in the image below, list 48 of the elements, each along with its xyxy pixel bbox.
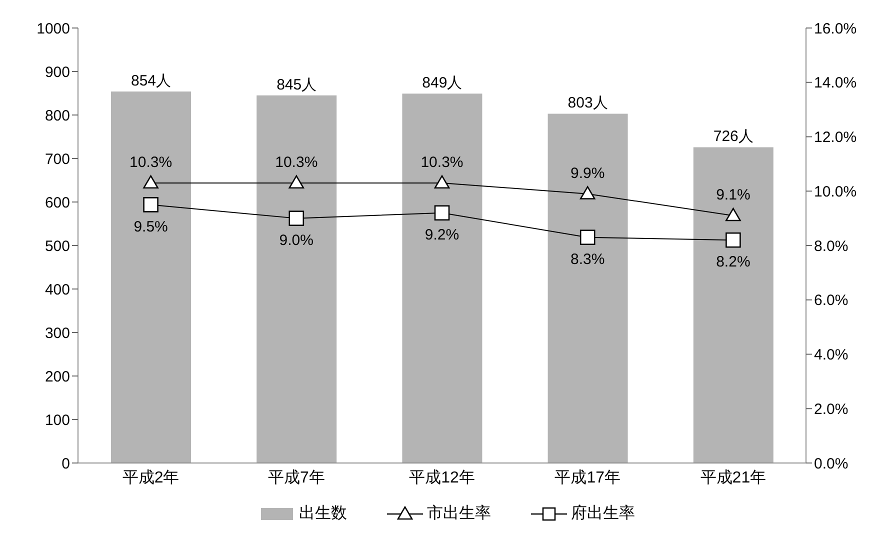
y-tick-label: 300 xyxy=(44,324,70,342)
data-label: 854人 xyxy=(130,72,172,90)
y2-tick-label: 6.0% xyxy=(814,292,848,310)
y-tick-label: 600 xyxy=(44,194,70,212)
y2-tick-label: 16.0% xyxy=(814,20,857,38)
y-tick-label: 1000 xyxy=(36,20,70,38)
data-label: 10.3% xyxy=(420,154,464,171)
data-label: 10.3% xyxy=(130,154,172,171)
data-label: 9.9% xyxy=(570,164,605,182)
data-label: 9.5% xyxy=(134,218,168,236)
legend-label: 出生数 xyxy=(299,504,347,524)
y-tick-label: 800 xyxy=(44,107,70,124)
x-tick-label: 平成21年 xyxy=(700,468,766,486)
bar xyxy=(548,114,628,463)
y2-tick-label: 4.0% xyxy=(814,346,848,364)
x-tick-label: 平成17年 xyxy=(554,468,620,486)
data-label: 9.1% xyxy=(716,186,750,204)
x-tick-label: 平成2年 xyxy=(122,468,180,486)
x-tick-label: 平成7年 xyxy=(268,468,325,486)
legend-label: 市出生率 xyxy=(427,504,491,524)
y2-tick-label: 14.0% xyxy=(814,74,857,92)
y-tick-label: 0 xyxy=(62,455,70,472)
x-tick-label: 平成12年 xyxy=(409,468,475,486)
y-tick-label: 900 xyxy=(44,64,70,81)
y-tick-label: 700 xyxy=(44,150,70,168)
legend-label: 府出生率 xyxy=(571,504,635,524)
bar xyxy=(693,147,774,463)
y2-tick-label: 12.0% xyxy=(814,129,857,146)
bar xyxy=(111,92,191,463)
y2-tick-label: 0.0% xyxy=(814,455,848,472)
bar xyxy=(256,95,337,463)
bar xyxy=(402,94,482,463)
y-tick-label: 400 xyxy=(44,281,70,298)
data-label: 9.2% xyxy=(424,226,460,244)
y-tick-label: 100 xyxy=(44,412,70,429)
data-label: 845人 xyxy=(276,76,317,94)
y2-tick-label: 2.0% xyxy=(814,400,848,418)
data-label: 726人 xyxy=(713,128,754,146)
y-tick-label: 500 xyxy=(44,238,70,255)
y-tick-label: 200 xyxy=(44,368,70,386)
data-label: 849人 xyxy=(422,74,462,92)
data-label: 803人 xyxy=(568,94,608,112)
data-label: 8.3% xyxy=(570,250,605,268)
data-label: 9.0% xyxy=(279,232,314,249)
y2-tick-label: 8.0% xyxy=(814,238,848,255)
y2-tick-label: 10.0% xyxy=(814,183,857,200)
data-label: 8.2% xyxy=(716,254,750,271)
data-label: 10.3% xyxy=(275,154,318,171)
